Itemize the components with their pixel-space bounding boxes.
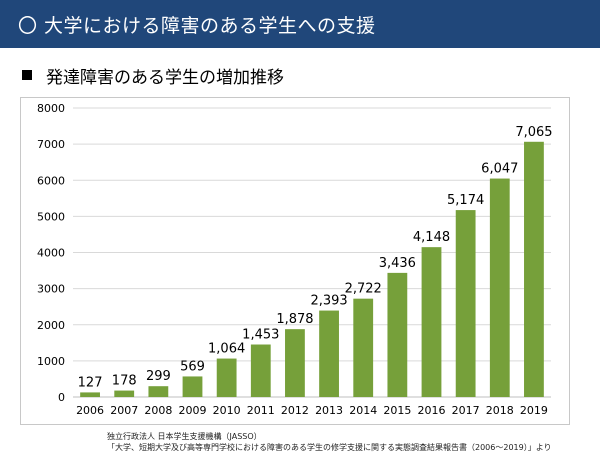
- x-tick-label: 2008: [144, 404, 172, 417]
- source-line-2: 「大学、短期大学及び高等専門学校における障害のある学生の修学支援に関する実態調査…: [107, 443, 552, 452]
- y-tick-label: 4000: [37, 247, 65, 260]
- bar: [455, 210, 476, 397]
- bar: [387, 272, 408, 397]
- bar: [182, 376, 203, 397]
- y-tick-label: 5000: [37, 210, 65, 223]
- source-note: 独立行政法人 日本学生支援機構（JASSO） 「大学、短期大学及び高等専門学校に…: [107, 431, 552, 453]
- x-tick-label: 2018: [486, 404, 514, 417]
- data-label: 4,148: [413, 230, 450, 245]
- square-bullet-icon: [22, 70, 32, 80]
- x-tick-label: 2011: [247, 404, 275, 417]
- x-tick-label: 2017: [452, 404, 480, 417]
- data-label: 299: [146, 369, 171, 384]
- x-tick-label: 2013: [315, 404, 343, 417]
- data-label: 1,453: [242, 328, 279, 343]
- x-tick-label: 2016: [418, 404, 446, 417]
- bar: [148, 386, 169, 397]
- bar: [489, 178, 510, 397]
- bar: [421, 247, 442, 397]
- data-label: 2,722: [345, 282, 382, 297]
- x-tick-label: 2012: [281, 404, 309, 417]
- bar: [319, 310, 339, 397]
- y-tick-label: 0: [58, 391, 65, 404]
- data-label: 6,047: [481, 162, 518, 177]
- y-tick-label: 8000: [37, 102, 65, 115]
- data-label: 7,065: [515, 125, 552, 140]
- x-tick-label: 2006: [76, 404, 104, 417]
- y-tick-label: 3000: [37, 283, 65, 296]
- data-label: 2,393: [310, 294, 347, 309]
- y-tick-label: 2000: [37, 319, 65, 332]
- data-label: 1,064: [208, 342, 245, 357]
- source-line-1: 独立行政法人 日本学生支援機構（JASSO）: [107, 432, 262, 441]
- chart-title: 発達障害のある学生の増加推移: [46, 67, 284, 88]
- y-tick-label: 1000: [37, 355, 65, 368]
- x-tick-label: 2019: [520, 404, 548, 417]
- bar: [524, 141, 544, 397]
- header-banner: 〇 大学における障害のある学生への支援: [0, 0, 600, 48]
- bar: [80, 392, 100, 397]
- data-label: 569: [180, 359, 205, 374]
- y-tick-label: 6000: [37, 174, 65, 187]
- bar: [114, 390, 135, 397]
- x-tick-label: 2014: [349, 404, 377, 417]
- data-label: 178: [112, 374, 137, 389]
- data-label: 5,174: [447, 193, 484, 208]
- y-tick-label: 7000: [37, 138, 65, 151]
- bar: [250, 344, 271, 397]
- data-label: 3,436: [379, 256, 416, 271]
- chart-heading: 発達障害のある学生の増加推移: [22, 60, 284, 90]
- page-title: 〇 大学における障害のある学生への支援: [18, 14, 376, 37]
- data-label: 1,878: [276, 312, 313, 327]
- x-tick-label: 2007: [110, 404, 138, 417]
- x-tick-label: 2010: [213, 404, 241, 417]
- bar-chart: 0 1000 2000 3000 4000 5000 6000 7000 8000 127 2006…: [37, 102, 553, 417]
- bar: [285, 329, 305, 397]
- x-tick-label: 2009: [179, 404, 207, 417]
- bar: [216, 358, 237, 397]
- x-tick-label: 2015: [383, 404, 411, 417]
- bar: [353, 298, 374, 397]
- data-label: 127: [78, 375, 103, 390]
- chart-frame: 0 1000 2000 3000 4000 5000 6000 7000 8000 127 2006…: [20, 97, 570, 425]
